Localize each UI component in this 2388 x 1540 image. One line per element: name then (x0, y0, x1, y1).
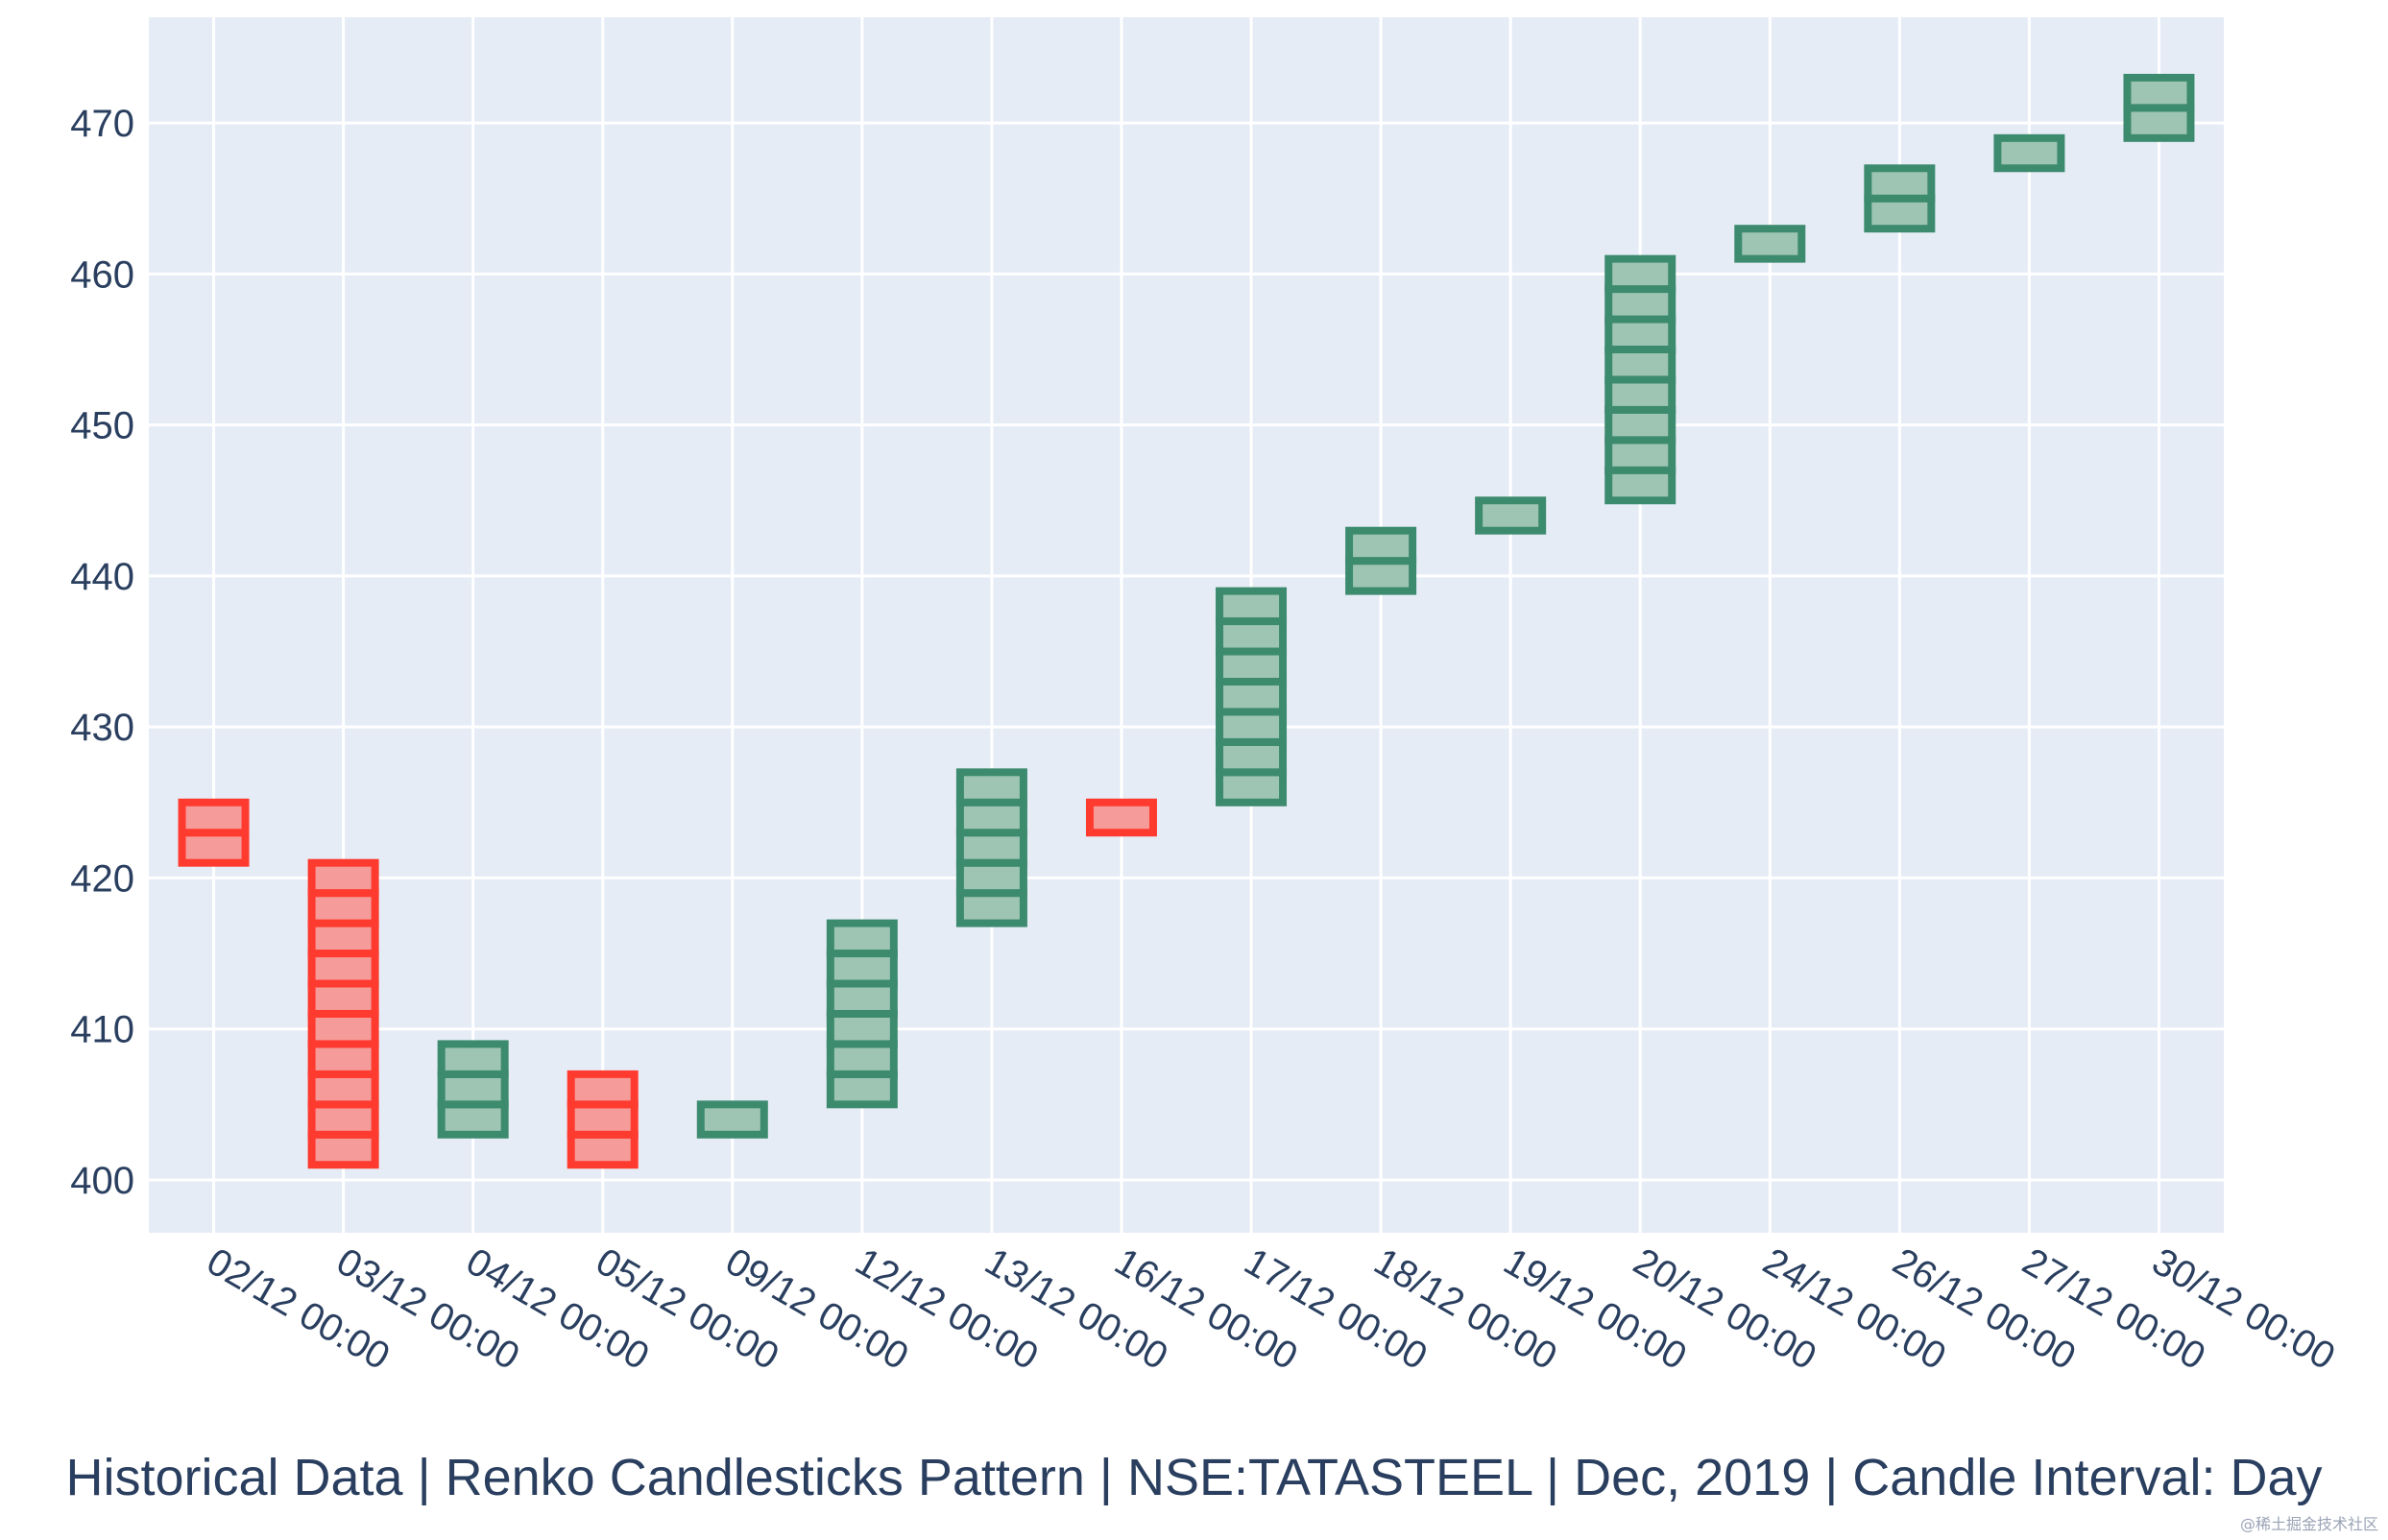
y-tick-label: 440 (70, 556, 134, 598)
renko-brick (307, 1100, 379, 1139)
renko-brick (955, 829, 1027, 867)
renko-brick (1993, 133, 2065, 173)
y-tick-label: 430 (70, 707, 134, 749)
renko-brick (955, 798, 1027, 837)
y-tick-label: 410 (70, 1009, 134, 1051)
renko-candle (826, 919, 898, 1109)
watermark: @稀土掘金技术社区 (2239, 1515, 2378, 1533)
renko-brick (1216, 708, 1288, 746)
renko-candle (696, 1100, 768, 1139)
renko-candle (1993, 133, 2065, 173)
renko-brick (178, 798, 250, 837)
renko-brick (1345, 526, 1417, 565)
renko-brick (567, 1130, 639, 1169)
renko-brick (1216, 677, 1288, 716)
renko-brick (1216, 647, 1288, 686)
renko-candle (307, 858, 379, 1169)
renko-brick (1345, 557, 1417, 595)
renko-brick (567, 1070, 639, 1109)
renko-candle (1216, 587, 1288, 806)
renko-brick (955, 889, 1027, 927)
renko-brick (1604, 254, 1676, 294)
renko-brick (1604, 375, 1676, 414)
renko-candle (1864, 164, 1936, 233)
renko-brick (437, 1100, 509, 1139)
renko-brick (826, 950, 898, 988)
chart-title: Historical Data | Renko Candlesticks Pat… (65, 1449, 2323, 1506)
renko-candle (1734, 225, 1806, 263)
renko-brick (567, 1100, 639, 1139)
renko-brick (2123, 73, 2195, 112)
renko-brick (307, 1040, 379, 1078)
renko-brick (1604, 315, 1676, 353)
renko-candle (1345, 526, 1417, 595)
renko-brick (826, 1040, 898, 1078)
renko-candle (2123, 73, 2195, 142)
renko-brick (307, 919, 379, 958)
renko-candle (955, 768, 1027, 927)
renko-brick (826, 919, 898, 958)
renko-brick (955, 768, 1027, 806)
renko-brick (437, 1070, 509, 1109)
renko-brick (307, 889, 379, 927)
renko-brick (826, 1070, 898, 1109)
renko-candle (1085, 798, 1157, 837)
y-tick-label: 470 (70, 103, 134, 145)
renko-brick (1216, 587, 1288, 626)
renko-brick (1864, 164, 1936, 203)
renko-brick (1475, 496, 1547, 535)
renko-candle (1604, 254, 1676, 505)
renko-brick (307, 950, 379, 988)
renko-brick (1864, 194, 1936, 233)
y-axis-ticks: 400 410 420 430 440 450 460 470 (70, 103, 134, 1202)
renko-brick (2123, 104, 2195, 142)
renko-brick (1216, 768, 1288, 806)
renko-brick (178, 829, 250, 867)
renko-brick (307, 979, 379, 1018)
renko-candle (1475, 496, 1547, 535)
renko-brick (1216, 737, 1288, 777)
renko-brick (307, 858, 379, 898)
y-tick-label: 400 (70, 1160, 134, 1202)
renko-brick (955, 858, 1027, 898)
candles (178, 73, 2195, 1169)
renko-candle (178, 798, 250, 867)
grid-lines (149, 17, 2224, 1233)
renko-brick (696, 1100, 768, 1139)
renko-brick (826, 979, 898, 1018)
renko-brick (307, 1130, 379, 1169)
renko-brick (1604, 345, 1676, 384)
renko-brick (1085, 798, 1157, 837)
renko-brick (307, 1070, 379, 1109)
renko-brick (437, 1040, 509, 1078)
renko-candle (567, 1070, 639, 1169)
y-tick-label: 450 (70, 405, 134, 447)
y-tick-label: 420 (70, 857, 134, 900)
renko-brick (307, 1009, 379, 1048)
renko-brick (1734, 225, 1806, 263)
y-tick-label: 460 (70, 253, 134, 296)
renko-brick (826, 1009, 898, 1048)
renko-brick (1604, 405, 1676, 445)
renko-candle (437, 1040, 509, 1139)
renko-brick (1604, 466, 1676, 505)
renko-brick (1216, 617, 1288, 656)
renko-brick (1604, 436, 1676, 474)
renko-brick (1604, 285, 1676, 324)
